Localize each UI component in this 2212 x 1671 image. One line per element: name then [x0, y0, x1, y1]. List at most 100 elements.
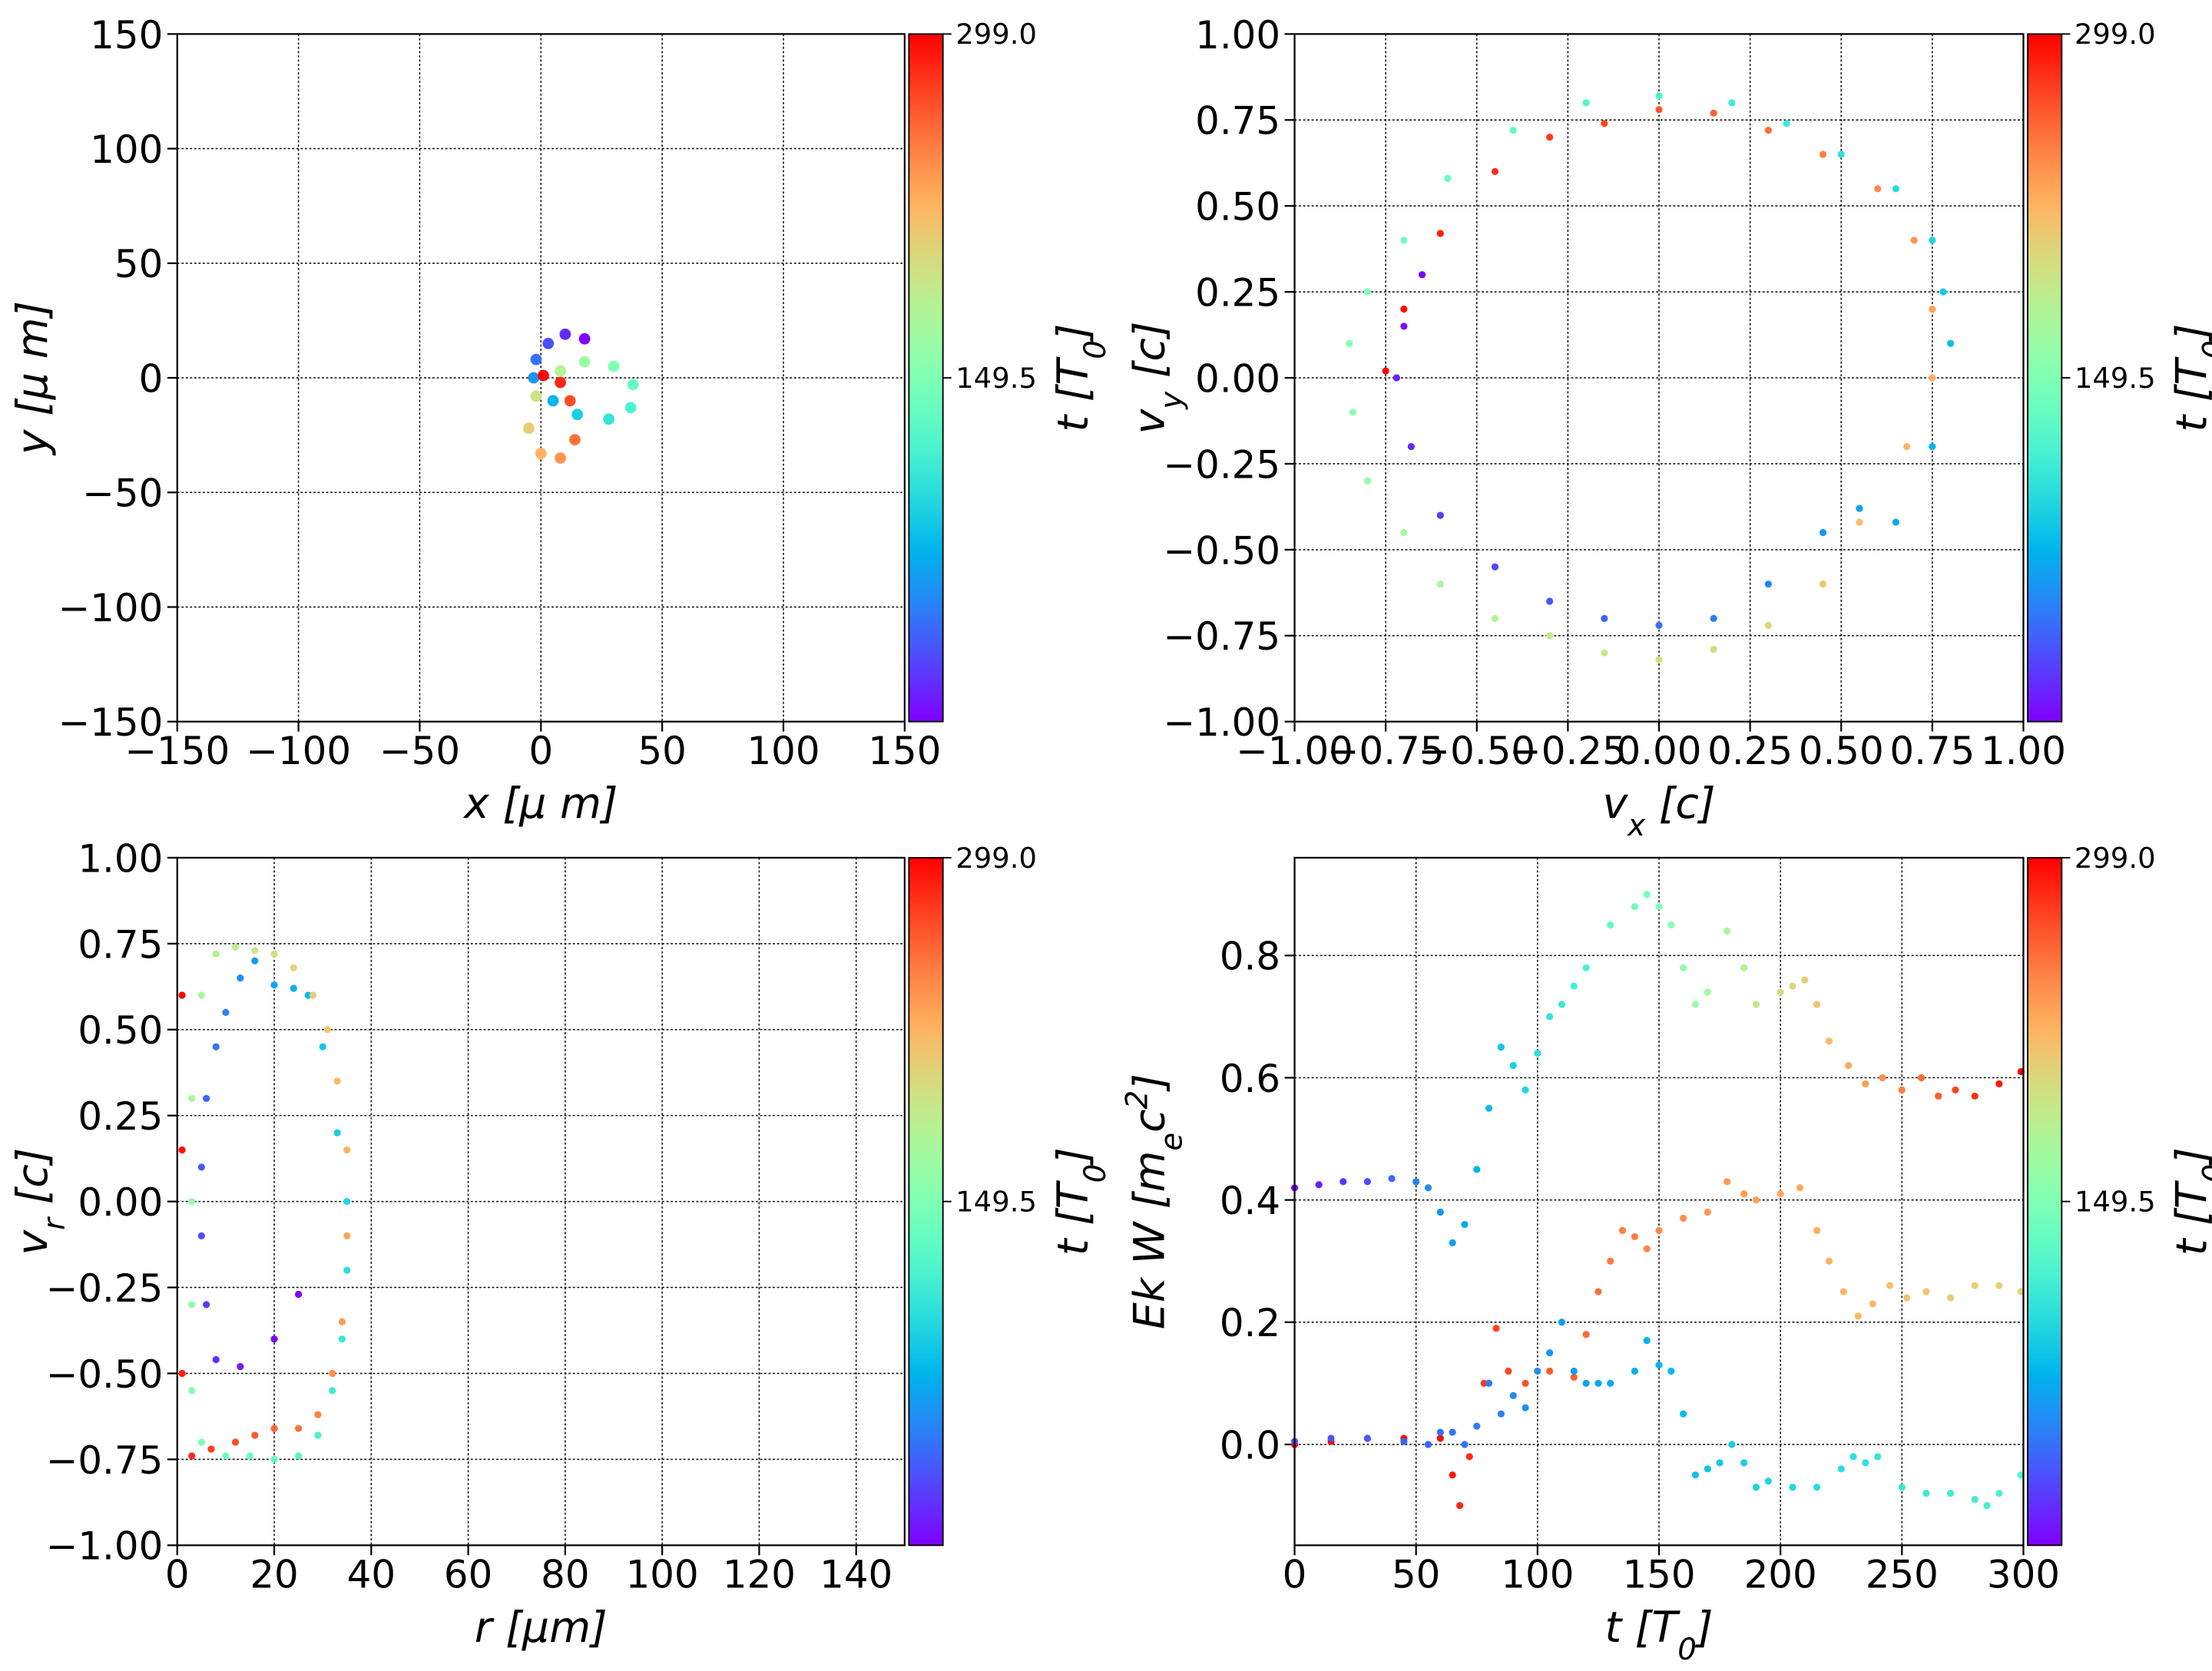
label-part: r: [37, 1216, 71, 1230]
data-point: [1327, 1434, 1335, 1442]
data-point: [290, 984, 297, 992]
data-point: [1903, 1294, 1911, 1302]
x-tick-label: 0.25: [1707, 729, 1793, 773]
x-tick-label: 150: [1622, 1553, 1695, 1597]
data-point: [197, 1438, 205, 1446]
data-point: [1382, 367, 1389, 375]
data-point: [1752, 1484, 1760, 1491]
data-point: [1509, 127, 1517, 134]
axis-label: vx [c]: [1603, 779, 1716, 843]
data-point: [1971, 1092, 1979, 1100]
y-tick-label: −50: [82, 472, 163, 516]
data-point: [1546, 1013, 1554, 1021]
data-point: [188, 1452, 196, 1460]
colorbar-tick-label: 149.5: [955, 362, 1037, 395]
data-point: [338, 1318, 346, 1325]
data-point: [1752, 1196, 1760, 1204]
label-part: 2: [1120, 1090, 1154, 1110]
axes-frame: [1293, 33, 2025, 723]
data-point: [1935, 1092, 1942, 1100]
colorbar: [2027, 856, 2063, 1547]
data-point: [1485, 1104, 1493, 1112]
data-point: [1601, 120, 1608, 127]
data-point: [1505, 1367, 1512, 1375]
data-point: [1418, 271, 1426, 279]
data-point: [1879, 1074, 1886, 1082]
data-point: [251, 957, 259, 965]
data-point: [212, 950, 220, 958]
y-tick-label: 150: [90, 13, 163, 58]
data-point: [1392, 374, 1401, 382]
data-point: [212, 1355, 220, 1364]
data-point: [178, 1369, 186, 1378]
data-point: [1522, 1379, 1529, 1388]
colorbar-tick-label: 149.5: [2075, 1186, 2156, 1219]
data-point: [1339, 1178, 1347, 1186]
label-part: y: [1154, 391, 1189, 410]
x-tick-label: −0.25: [1509, 729, 1627, 773]
data-point: [528, 372, 540, 384]
x-tick-label: −150: [124, 729, 230, 773]
data-point: [1465, 1453, 1473, 1461]
data-point: [1655, 656, 1663, 663]
data-point: [338, 1335, 346, 1343]
label-part: ]: [1049, 1147, 1098, 1166]
data-point: [295, 1290, 303, 1299]
data-point: [1691, 1001, 1700, 1008]
data-point: [1874, 1453, 1882, 1461]
y-tick-label: 0.50: [78, 1008, 163, 1053]
data-point: [203, 1094, 210, 1102]
data-point: [1777, 1190, 1784, 1198]
data-point: [1740, 964, 1748, 971]
y-tick-label: −0.25: [46, 1266, 164, 1311]
axis-label: Ek W [mec2]: [1120, 1074, 1189, 1329]
data-point: [1939, 288, 1947, 296]
data-point: [1594, 1288, 1602, 1295]
data-point: [1601, 614, 1608, 622]
data-point: [1546, 1348, 1554, 1357]
data-point: [1898, 1086, 1906, 1094]
axis-label: t [T0]: [2168, 1147, 2212, 1256]
data-point: [1723, 927, 1731, 935]
data-point: [1631, 902, 1638, 911]
label-part: 0: [1078, 1164, 1113, 1183]
x-tick-label: 150: [868, 729, 941, 773]
label-part: v: [1126, 408, 1175, 434]
data-point: [1825, 1257, 1833, 1265]
label-part: ]: [1049, 323, 1098, 342]
data-point: [1691, 1471, 1700, 1479]
data-point: [178, 1146, 186, 1154]
data-point: [251, 1431, 259, 1439]
panel: −150 −100 −50 0 50 100 150 −150 −100 −50 0 50 100 150…: [8, 13, 1113, 829]
data-point: [1655, 621, 1663, 629]
label-part: t [T: [1049, 356, 1098, 432]
data-point: [542, 337, 555, 349]
data-point: [1825, 1037, 1833, 1045]
data-point: [523, 422, 535, 435]
data-point: [1522, 1404, 1529, 1411]
data-point: [1607, 1379, 1614, 1388]
data-point: [295, 1452, 303, 1460]
data-point: [603, 413, 615, 425]
y-tick-label: −0.25: [1163, 442, 1280, 487]
y-tick-label: 0.0: [1220, 1423, 1280, 1468]
x-tick-label: −1.00: [1236, 729, 1353, 773]
data-point: [1898, 1484, 1906, 1491]
colorbar-tick-label: 299.0: [955, 18, 1037, 51]
y-tick-label: −100: [58, 586, 163, 630]
data-point: [333, 1077, 341, 1085]
data-point: [1363, 1434, 1372, 1442]
data-point: [1655, 106, 1663, 114]
data-point: [555, 365, 566, 377]
y-tick-label: 0.50: [1195, 185, 1280, 230]
data-point: [1485, 1379, 1493, 1388]
label-part: c: [1126, 1109, 1175, 1132]
data-point: [1436, 580, 1444, 588]
y-tick-label: 0.2: [1220, 1301, 1280, 1345]
data-point: [197, 1163, 205, 1171]
data-point: [555, 376, 566, 389]
data-point: [1929, 374, 1936, 382]
